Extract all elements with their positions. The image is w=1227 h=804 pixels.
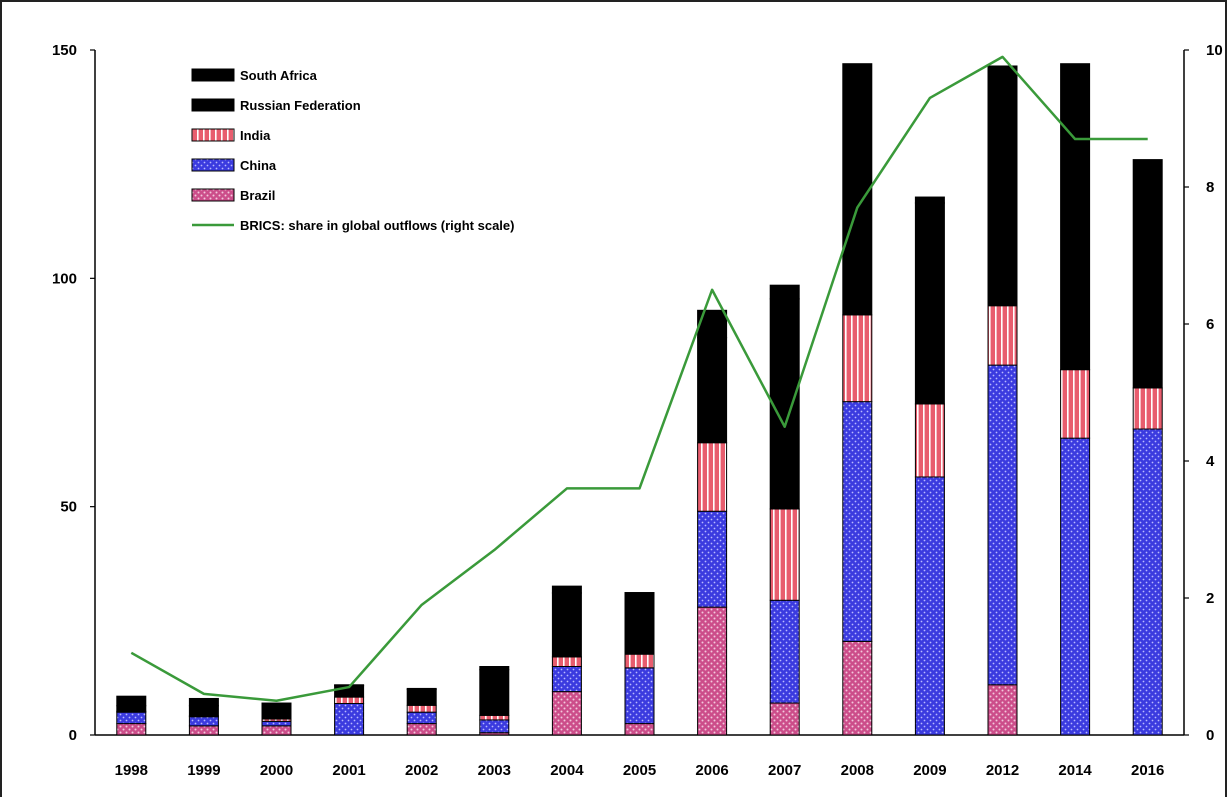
bar-china-1998 [117,712,146,723]
bar-china-2006 [698,511,727,607]
bar-india-2001 [335,697,364,703]
bar-india-2014 [1061,370,1090,439]
bar-brazil-2007 [770,703,799,735]
y-tick-label-right: 6 [1206,316,1214,333]
y-tick-label-right: 4 [1206,453,1215,470]
x-tick-label: 2009 [913,762,946,779]
bar-brazil-2004 [552,692,581,735]
bar-china-2008 [843,402,872,642]
x-tick-label: 1999 [187,762,220,779]
bar-russian-federation-2016 [1133,160,1162,388]
bar-south-africa-2005 [625,593,654,598]
legend-label-brazil: Brazil [240,188,275,203]
x-tick-label: 1998 [115,762,148,779]
bar-brazil-1998 [117,724,146,735]
bar-russian-federation-2012 [988,68,1017,305]
bar-india-2016 [1133,388,1162,429]
bar-china-2001 [335,703,364,735]
bar-india-2009 [915,404,944,477]
bar-south-africa-1999 [189,698,218,705]
legend-label-india: India [240,128,271,143]
bar-china-2004 [552,667,581,692]
x-tick-label: 2000 [260,762,293,779]
x-tick-label: 2014 [1058,762,1092,779]
bar-brazil-2008 [843,641,872,735]
bar-china-2009 [915,477,944,735]
bar-south-africa-2000 [262,703,291,704]
legend-swatch-brazil [192,189,234,201]
y-tick-label-right: 0 [1206,727,1214,744]
bar-south-africa-1998 [117,696,146,706]
y-tick-label-right: 8 [1206,179,1214,196]
legend-label-brics: BRICS: share in global outflows (right s… [240,218,514,233]
bar-china-1999 [189,717,218,726]
bar-china-2014 [1061,438,1090,735]
bar-india-2007 [770,509,799,600]
y-tick-label-right: 2 [1206,590,1214,607]
bar-russian-federation-2014 [1061,64,1090,370]
bar-russian-federation-2003 [480,670,509,716]
bar-brazil-2005 [625,724,654,735]
bar-brazil-2012 [988,685,1017,735]
bar-russian-federation-2000 [262,704,291,719]
bar-russian-federation-2004 [552,593,581,657]
bar-russian-federation-1999 [189,706,218,716]
x-tick-label: 2016 [1131,762,1164,779]
legend: South Africa Russian Federation India China… [192,68,514,233]
bar-india-2003 [480,715,509,720]
bar-china-2002 [407,712,436,723]
bar-south-africa-2002 [407,688,436,689]
x-tick-label: 2007 [768,762,801,779]
bar-brazil-2000 [262,726,291,735]
legend-label-china: China [240,158,277,173]
x-tick-label: 2008 [841,762,874,779]
bar-china-2016 [1133,429,1162,735]
bar-india-2012 [988,306,1017,365]
bar-russian-federation-2008 [843,64,872,315]
bar-south-africa-2007 [770,285,799,299]
x-tick-label: 2003 [478,762,511,779]
bar-russian-federation-2002 [407,689,436,705]
x-tick-label: 2006 [695,762,728,779]
bar-south-africa-2009 [915,197,944,203]
bar-russian-federation-1998 [117,706,146,711]
y-tick-label-left: 100 [52,270,77,287]
bar-india-2008 [843,315,872,402]
bar-india-2004 [552,657,581,667]
bar-russian-federation-2007 [770,299,799,509]
legend-swatch-china [192,159,234,171]
bar-south-africa-2004 [552,586,581,593]
x-tick-label: 2002 [405,762,438,779]
legend-swatch-south-africa [192,69,234,81]
bar-china-2000 [262,721,291,726]
x-tick-label: 2012 [986,762,1019,779]
bar-brazil-1999 [189,726,218,735]
bar-china-2007 [770,600,799,703]
y-tick-label-left: 50 [60,499,77,516]
x-tick-label: 2004 [550,762,584,779]
bar-india-2006 [698,443,727,512]
bar-india-2005 [625,654,654,668]
bar-brazil-2002 [407,724,436,735]
x-tick-label: 2005 [623,762,656,779]
bar-south-africa-2003 [480,667,509,670]
legend-label-russian-federation: Russian Federation [240,98,361,113]
bar-china-2003 [480,720,509,733]
legend-swatch-india [192,129,234,141]
y-tick-label-left: 0 [69,727,77,744]
legend-swatch-russian-federation [192,99,234,111]
bar-india-2002 [407,705,436,712]
bar-china-2012 [988,365,1017,685]
bar-russian-federation-2005 [625,597,654,654]
legend-label-south-africa: South Africa [240,68,318,83]
bar-russian-federation-2006 [698,338,727,443]
x-tick-label: 2001 [332,762,365,779]
y-tick-label-left: 150 [52,42,77,59]
y-tick-label-right: 10 [1206,42,1223,59]
bar-russian-federation-2009 [915,203,944,404]
bar-china-2005 [625,668,654,724]
bar-brazil-2006 [698,607,727,735]
